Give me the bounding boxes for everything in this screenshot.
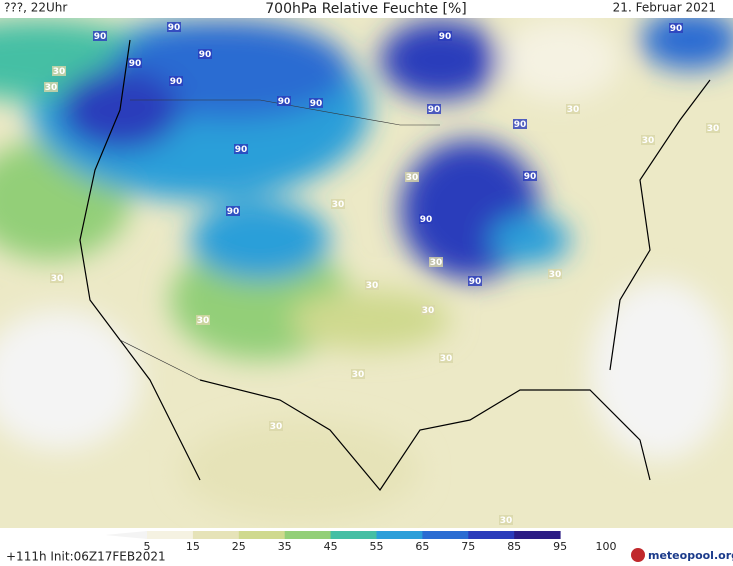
contour-label: 30	[197, 316, 210, 326]
colorbar-label: 35	[278, 540, 292, 553]
contour-label-box	[427, 104, 441, 114]
contour-label: 30	[332, 200, 345, 210]
contour-label-box	[169, 76, 183, 86]
colorbar-swatch	[238, 531, 286, 539]
colorbar-swatch	[330, 531, 377, 539]
contour-label-box	[167, 22, 181, 32]
contour-label: 30	[567, 105, 580, 115]
contour-label-box	[365, 280, 379, 290]
contour-label: 30	[500, 516, 513, 526]
contour-label-box	[405, 172, 419, 182]
contour-label: 30	[642, 136, 655, 146]
header-left: ???, 22Uhr	[4, 1, 67, 15]
footer-run: +111h Init:06Z17FEB2021	[6, 550, 166, 564]
contour-label: 90	[514, 120, 527, 130]
contour-label-box	[198, 49, 212, 59]
contour-label-box	[468, 276, 482, 286]
contour-label-box	[331, 199, 345, 209]
contour-label-box	[226, 206, 240, 216]
colorbar: 5 15 25 35 45 55 65 75 85 95 100	[105, 531, 617, 553]
colorbar-swatch	[284, 531, 332, 539]
contour-label: 30	[45, 83, 58, 93]
contour-label: 90	[420, 215, 433, 225]
colorbar-swatch	[514, 531, 561, 539]
contour-label: 30	[53, 67, 66, 77]
contour-label-box	[706, 123, 720, 133]
colorbar-label: 55	[370, 540, 384, 553]
colorbar-arrow	[105, 531, 147, 539]
contour-label-box	[548, 269, 562, 279]
contour-label: 30	[707, 124, 720, 134]
contour-label: 90	[94, 32, 107, 42]
contour-label: 30	[406, 173, 419, 183]
contour-label-box	[234, 144, 248, 154]
contour-label-box	[128, 58, 142, 68]
coastline	[79, 39, 711, 492]
contour-label-box	[277, 96, 291, 106]
contour-label: 30	[440, 354, 453, 364]
contour-label: 90	[469, 277, 482, 287]
contour-label: 90	[235, 145, 248, 155]
contour-label-box	[523, 171, 537, 181]
contour-label-box	[438, 31, 452, 41]
colorbar-swatch	[147, 531, 194, 539]
contour-label: 90	[439, 32, 452, 42]
contour-label-box	[419, 214, 433, 224]
contour-label: 90	[227, 207, 240, 217]
contour-label-box	[669, 23, 683, 33]
contour-label-box	[351, 369, 365, 379]
contour-label: 30	[51, 274, 64, 284]
colorbar-label: 85	[507, 540, 521, 553]
contour-label: 30	[422, 306, 435, 316]
contour-label-box	[513, 119, 527, 129]
colorbar-label: 75	[461, 540, 475, 553]
contour-label: 90	[170, 77, 183, 87]
contour-label: 90	[524, 172, 537, 182]
border	[119, 99, 440, 381]
contour-label-box	[52, 66, 66, 76]
contour-label: 30	[270, 422, 283, 432]
map	[0, 18, 733, 528]
colorbar-swatch	[468, 531, 515, 539]
colorbar-swatch	[376, 531, 423, 539]
contour-label-box	[421, 305, 435, 315]
header-date: 21. Februar 2021	[613, 1, 716, 15]
contour-label-box	[499, 515, 513, 525]
contour-label: 30	[549, 270, 562, 280]
contour-label-box	[44, 82, 58, 92]
contour-label-box	[439, 353, 453, 363]
contour-label-box	[429, 257, 443, 267]
contour-label: 90	[199, 50, 212, 60]
colorbar-label: 95	[553, 540, 567, 553]
contour-label: 90	[670, 24, 683, 34]
contour-label-box	[93, 31, 107, 41]
colorbar-label: 5	[144, 540, 151, 553]
contour-label-box	[269, 421, 283, 431]
contour-label: 90	[129, 59, 142, 69]
contour-label: 90	[428, 105, 441, 115]
colorbar-label: 65	[415, 540, 429, 553]
contour-label-box	[309, 98, 323, 108]
contour-label: 30	[366, 281, 379, 291]
colorbar-swatch	[192, 531, 240, 539]
contour-label-box	[566, 104, 580, 114]
colorbar-label: 45	[324, 540, 338, 553]
logo: meteopool.org	[648, 549, 733, 562]
contour-label: 90	[278, 97, 291, 107]
contour-label-box	[196, 315, 210, 325]
map-title: 700hPa Relative Feuchte [%]	[265, 1, 466, 17]
colorbar-label: 100	[596, 540, 617, 553]
contour-label-box	[641, 135, 655, 145]
logo-icon	[631, 548, 645, 562]
contour-label: 90	[310, 99, 323, 109]
contour-label-box	[50, 273, 64, 283]
contour-label: 30	[430, 258, 443, 268]
colorbar-label: 25	[232, 540, 246, 553]
contour-label: 30	[352, 370, 365, 380]
colorbar-swatch	[422, 531, 469, 539]
colorbar-label: 15	[186, 540, 200, 553]
contour-label: 90	[168, 23, 181, 33]
